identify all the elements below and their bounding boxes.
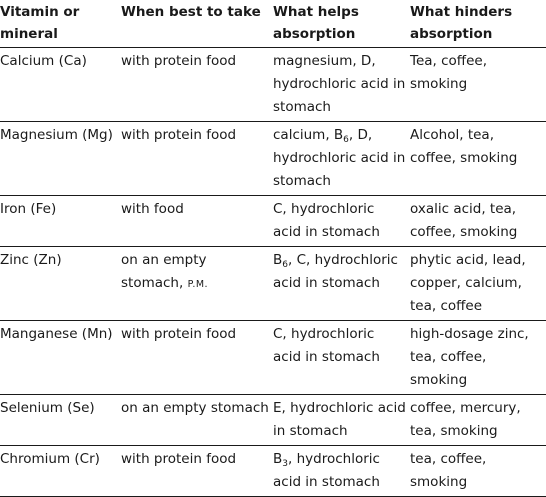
helps-text: B bbox=[273, 451, 283, 467]
mineral-cell: Calcium (Ca) bbox=[0, 53, 87, 69]
table-row: Iron (Fe) with food C, hydrochloric acid… bbox=[0, 196, 546, 247]
mineral-cell: Selenium (Se) bbox=[0, 400, 95, 416]
time-abbreviation: P.M. bbox=[187, 279, 209, 290]
helps-cell: E, hydrochloric acid in stomach bbox=[273, 400, 406, 439]
helps-text: , D, hydrochloric acid in stomach bbox=[273, 127, 406, 189]
mineral-cell: Iron (Fe) bbox=[0, 201, 57, 217]
helps-text: , C, hydrochloric acid in stomach bbox=[273, 252, 398, 291]
hinders-cell: Alcohol, tea, coffee, smoking bbox=[410, 127, 518, 166]
when-cell: with protein food bbox=[121, 326, 237, 342]
helps-text: , hydrochloric acid in stomach bbox=[273, 451, 380, 490]
header-when-best-to-take: When best to take bbox=[121, 4, 261, 20]
table-row: Zinc (Zn) on an empty stomach, P.M. B6, … bbox=[0, 247, 546, 321]
helps-cell: B3, hydrochloric acid in stomach bbox=[273, 446, 410, 497]
helps-cell: C, hydrochloric acid in stomach bbox=[273, 201, 380, 240]
when-cell: on an empty stomach bbox=[121, 400, 269, 416]
table-row: Manganese (Mn) with protein food C, hydr… bbox=[0, 321, 546, 395]
when-cell: with protein food bbox=[121, 451, 237, 467]
helps-text: B bbox=[273, 252, 283, 268]
subscript-number: 6 bbox=[282, 260, 288, 270]
hinders-cell: phytic acid, lead, copper, calcium, tea,… bbox=[410, 252, 526, 314]
when-cell: with protein food bbox=[121, 127, 237, 143]
hinders-cell: coffee, mercury, tea, smoking bbox=[410, 400, 521, 439]
hinders-cell: high-dosage zinc, tea, coffee, smoking bbox=[410, 326, 529, 388]
hinders-cell: Tea, coffee, smoking bbox=[410, 53, 487, 92]
header-what-helps-absorption: What helps absorption bbox=[273, 4, 359, 42]
when-cell: with food bbox=[121, 201, 184, 217]
table-row: Selenium (Se) on an empty stomach E, hyd… bbox=[0, 395, 546, 446]
hinders-cell: oxalic acid, tea, coffee, smoking bbox=[410, 201, 518, 240]
when-text: on an empty stomach, bbox=[121, 252, 207, 291]
header-row: Vitamin or mineral When best to take Wha… bbox=[0, 0, 546, 48]
mineral-cell: Manganese (Mn) bbox=[0, 326, 113, 342]
helps-cell: magnesium, D, hydrochloric acid in stoma… bbox=[273, 53, 406, 115]
table-row: Chromium (Cr) with protein food B3, hydr… bbox=[0, 446, 546, 497]
mineral-cell: Magnesium (Mg) bbox=[0, 127, 113, 143]
helps-cell: B6, C, hydrochloric acid in stomach bbox=[273, 247, 410, 321]
helps-cell: calcium, B6, D, hydrochloric acid in sto… bbox=[273, 122, 410, 196]
table-row: Calcium (Ca) with protein food magnesium… bbox=[0, 48, 546, 122]
mineral-cell: Chromium (Cr) bbox=[0, 451, 100, 467]
header-vitamin-or-mineral: Vitamin or mineral bbox=[0, 4, 80, 42]
hinders-cell: tea, coffee, smoking bbox=[410, 451, 487, 490]
when-cell: with protein food bbox=[121, 53, 237, 69]
table-row: Magnesium (Mg) with protein food calcium… bbox=[0, 122, 546, 196]
helps-cell: C, hydrochloric acid in stomach bbox=[273, 326, 380, 365]
helps-text: calcium, B bbox=[273, 127, 344, 143]
when-cell: on an empty stomach, P.M. bbox=[121, 247, 273, 321]
header-what-hinders-absorption: What hinders absorption bbox=[410, 4, 513, 42]
subscript-number: 6 bbox=[343, 135, 349, 145]
mineral-cell: Zinc (Zn) bbox=[0, 252, 62, 268]
